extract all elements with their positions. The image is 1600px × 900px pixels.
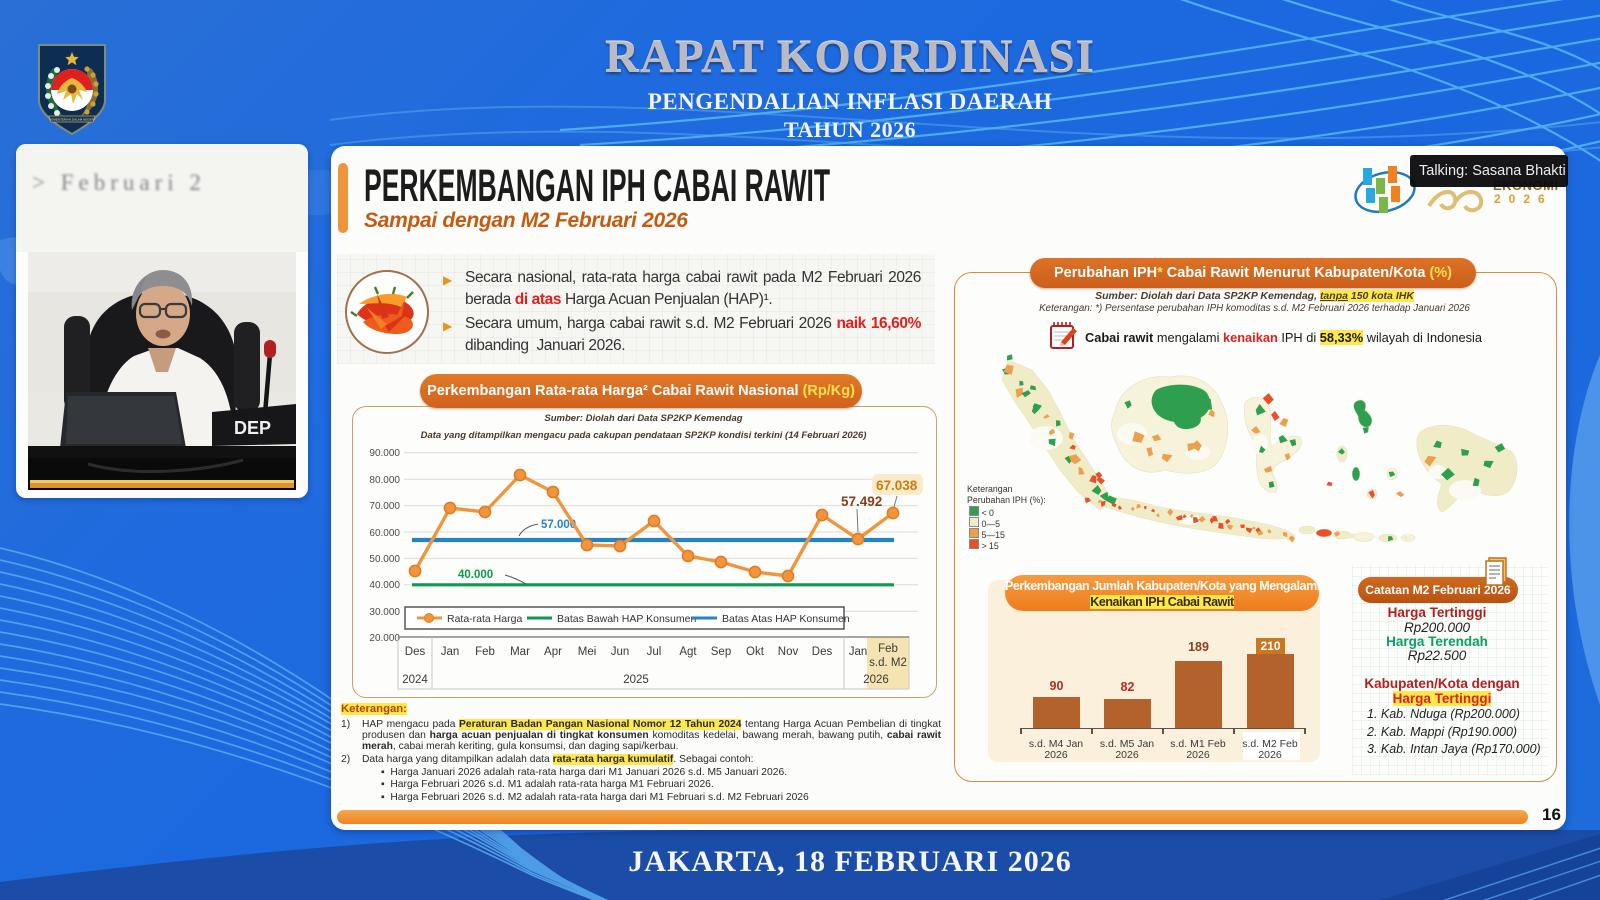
svg-text:Batas Atas HAP Konsumen: Batas Atas HAP Konsumen [722, 613, 850, 625]
svg-text:70.000: 70.000 [369, 501, 400, 512]
svg-text:Okt: Okt [746, 646, 765, 658]
svg-text:Mar: Mar [510, 646, 530, 658]
svg-text:2024: 2024 [402, 674, 428, 686]
svg-text:2025: 2025 [623, 674, 649, 686]
svg-text:40.000: 40.000 [369, 580, 400, 591]
svg-text:Feb: Feb [878, 643, 898, 655]
svg-text:Jul: Jul [647, 646, 662, 658]
svg-text:2026: 2026 [863, 674, 889, 686]
svg-text:Mei: Mei [578, 646, 597, 658]
svg-text:57.492: 57.492 [841, 494, 882, 509]
svg-text:Agt: Agt [679, 646, 697, 658]
svg-text:90.000: 90.000 [369, 448, 400, 459]
svg-text:Jan: Jan [441, 646, 460, 658]
svg-text:s.d. M2: s.d. M2 [869, 657, 907, 669]
svg-text:20.000: 20.000 [369, 633, 400, 644]
svg-text:40.000: 40.000 [458, 569, 493, 581]
svg-text:KEMENTERIAN DALAM NEGERI: KEMENTERIAN DALAM NEGERI [49, 118, 94, 122]
svg-text:Des: Des [812, 646, 833, 658]
svg-text:Batas Bawah HAP Konsumen: Batas Bawah HAP Konsumen [557, 613, 696, 625]
svg-text:60.000: 60.000 [369, 528, 400, 539]
svg-text:Rata-rata Harga: Rata-rata Harga [447, 613, 522, 625]
svg-text:DEP: DEP [234, 418, 271, 438]
svg-text:Feb: Feb [475, 646, 495, 658]
svg-text:80.000: 80.000 [369, 475, 400, 486]
svg-text:67.038: 67.038 [876, 478, 918, 493]
svg-text:Jan: Jan [849, 646, 868, 658]
svg-text:57.000: 57.000 [541, 519, 576, 531]
svg-text:50.000: 50.000 [369, 554, 400, 565]
svg-text:Nov: Nov [778, 646, 799, 658]
svg-text:30.000: 30.000 [369, 607, 400, 618]
svg-text:Apr: Apr [544, 646, 562, 658]
svg-text:Jun: Jun [611, 646, 630, 658]
svg-text:Des: Des [405, 646, 426, 658]
svg-text:Sep: Sep [711, 646, 731, 658]
